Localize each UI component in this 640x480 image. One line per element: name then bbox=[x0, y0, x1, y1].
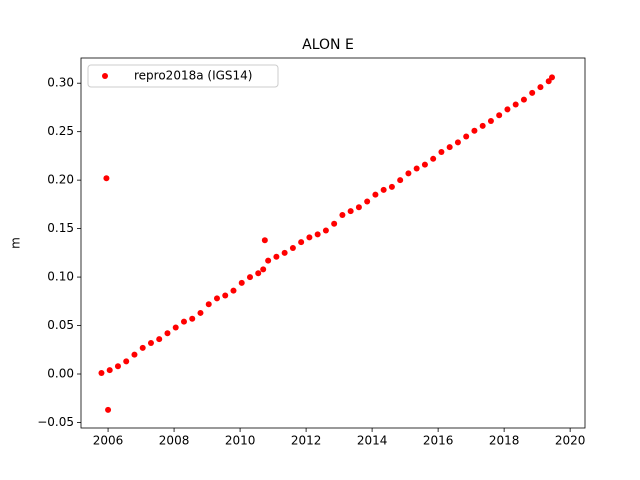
point bbox=[180, 318, 187, 325]
point bbox=[496, 112, 503, 119]
point bbox=[123, 358, 130, 365]
x-tick-label: 2014 bbox=[357, 434, 388, 448]
point bbox=[339, 212, 346, 219]
y-tick-label: 0.15 bbox=[47, 221, 74, 235]
x-tick-label: 2010 bbox=[225, 434, 256, 448]
point bbox=[265, 257, 272, 264]
chart-title: ALON E bbox=[302, 37, 354, 53]
y-tick-label: 0.25 bbox=[47, 124, 74, 138]
point bbox=[98, 370, 105, 377]
point bbox=[529, 89, 536, 96]
point bbox=[105, 406, 112, 413]
point bbox=[355, 204, 362, 211]
y-tick-label: 0.00 bbox=[47, 367, 74, 381]
point bbox=[230, 287, 237, 294]
y-tick-label: 0.10 bbox=[47, 270, 74, 284]
point bbox=[164, 330, 171, 337]
y-tick-label: 0.20 bbox=[47, 173, 74, 187]
point bbox=[438, 149, 445, 156]
point bbox=[103, 175, 110, 182]
point bbox=[479, 122, 486, 129]
point bbox=[189, 315, 196, 322]
point bbox=[213, 295, 220, 302]
point bbox=[347, 208, 354, 215]
x-tick-label: 2020 bbox=[555, 434, 586, 448]
point bbox=[172, 324, 179, 331]
point bbox=[114, 363, 121, 370]
point bbox=[246, 274, 253, 281]
y-tick-label: 0.05 bbox=[47, 318, 74, 332]
x-tick-label: 2008 bbox=[159, 434, 190, 448]
point bbox=[298, 239, 305, 246]
point bbox=[405, 170, 412, 177]
point bbox=[314, 231, 321, 238]
legend-label: repro2018a (IGS14) bbox=[134, 69, 252, 83]
y-tick-label: 0.30 bbox=[47, 76, 74, 90]
point bbox=[260, 266, 267, 273]
point bbox=[131, 351, 138, 358]
point bbox=[430, 155, 437, 162]
point bbox=[454, 139, 461, 146]
plot-area bbox=[80, 57, 586, 429]
x-tick-label: 2006 bbox=[93, 434, 124, 448]
point bbox=[397, 177, 404, 184]
point bbox=[156, 336, 163, 343]
point bbox=[537, 84, 544, 91]
legend-box bbox=[87, 64, 279, 88]
point bbox=[388, 183, 395, 190]
x-tick-label: 2012 bbox=[291, 434, 322, 448]
point bbox=[139, 344, 146, 351]
point bbox=[322, 227, 329, 234]
point bbox=[413, 165, 420, 172]
x-tick-label: 2016 bbox=[423, 434, 454, 448]
point bbox=[197, 309, 204, 316]
point bbox=[147, 339, 154, 346]
point bbox=[471, 127, 478, 134]
point bbox=[512, 101, 519, 108]
point bbox=[380, 186, 387, 193]
legend-marker bbox=[102, 73, 108, 79]
point bbox=[548, 74, 555, 81]
point bbox=[289, 244, 296, 251]
y-axis-label: m bbox=[9, 237, 23, 249]
point bbox=[372, 191, 379, 198]
point bbox=[421, 161, 428, 168]
point bbox=[463, 133, 470, 140]
point bbox=[238, 279, 245, 286]
point bbox=[306, 234, 313, 241]
point bbox=[364, 198, 371, 205]
x-tick-label: 2018 bbox=[489, 434, 520, 448]
point bbox=[504, 106, 511, 113]
point bbox=[222, 292, 229, 299]
point bbox=[273, 253, 280, 260]
point bbox=[261, 237, 268, 244]
point bbox=[520, 96, 527, 103]
point bbox=[331, 220, 338, 227]
point bbox=[446, 144, 453, 151]
point bbox=[106, 367, 113, 374]
y-tick-label: −0.05 bbox=[37, 415, 74, 429]
point bbox=[255, 270, 262, 277]
point bbox=[487, 118, 494, 125]
point bbox=[205, 301, 212, 308]
point bbox=[281, 249, 288, 256]
